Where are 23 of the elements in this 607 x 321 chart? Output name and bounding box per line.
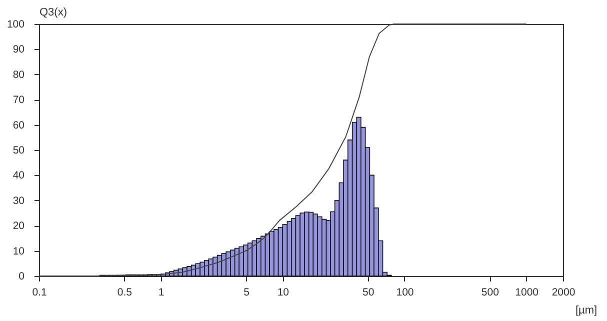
x-tick-label: 0.1 [32,286,47,298]
x-tick-label: 0.5 [117,286,132,298]
y-tick-label: 20 [12,220,25,232]
x-tick-label: 2000 [552,286,576,298]
x-tick-label: 500 [481,286,500,298]
x-tick-label: 1 [158,286,164,298]
x-tick-label: 50 [362,286,374,298]
y-tick-label: 60 [12,119,25,132]
y-tick-label: 40 [12,170,25,182]
y-tick-label: 70 [12,94,25,106]
x-tick-label: 1000 [515,286,539,298]
y-tick-label: 10 [12,245,25,258]
y-axis-title: Q3(x) [40,6,67,18]
y-tick-label: 50 [12,144,25,156]
x-tick-label: 10 [277,286,290,298]
y-tick-label: 0 [18,270,25,282]
y-tick-label: 100 [6,18,25,30]
y-tick-label: 30 [12,194,25,207]
x-tick-label: 5 [244,286,250,298]
x-tick-label: 100 [396,286,414,298]
y-tick-label: 80 [12,68,25,81]
x-axis-title: [µm] [576,304,598,316]
y-tick-label: 90 [12,44,25,56]
